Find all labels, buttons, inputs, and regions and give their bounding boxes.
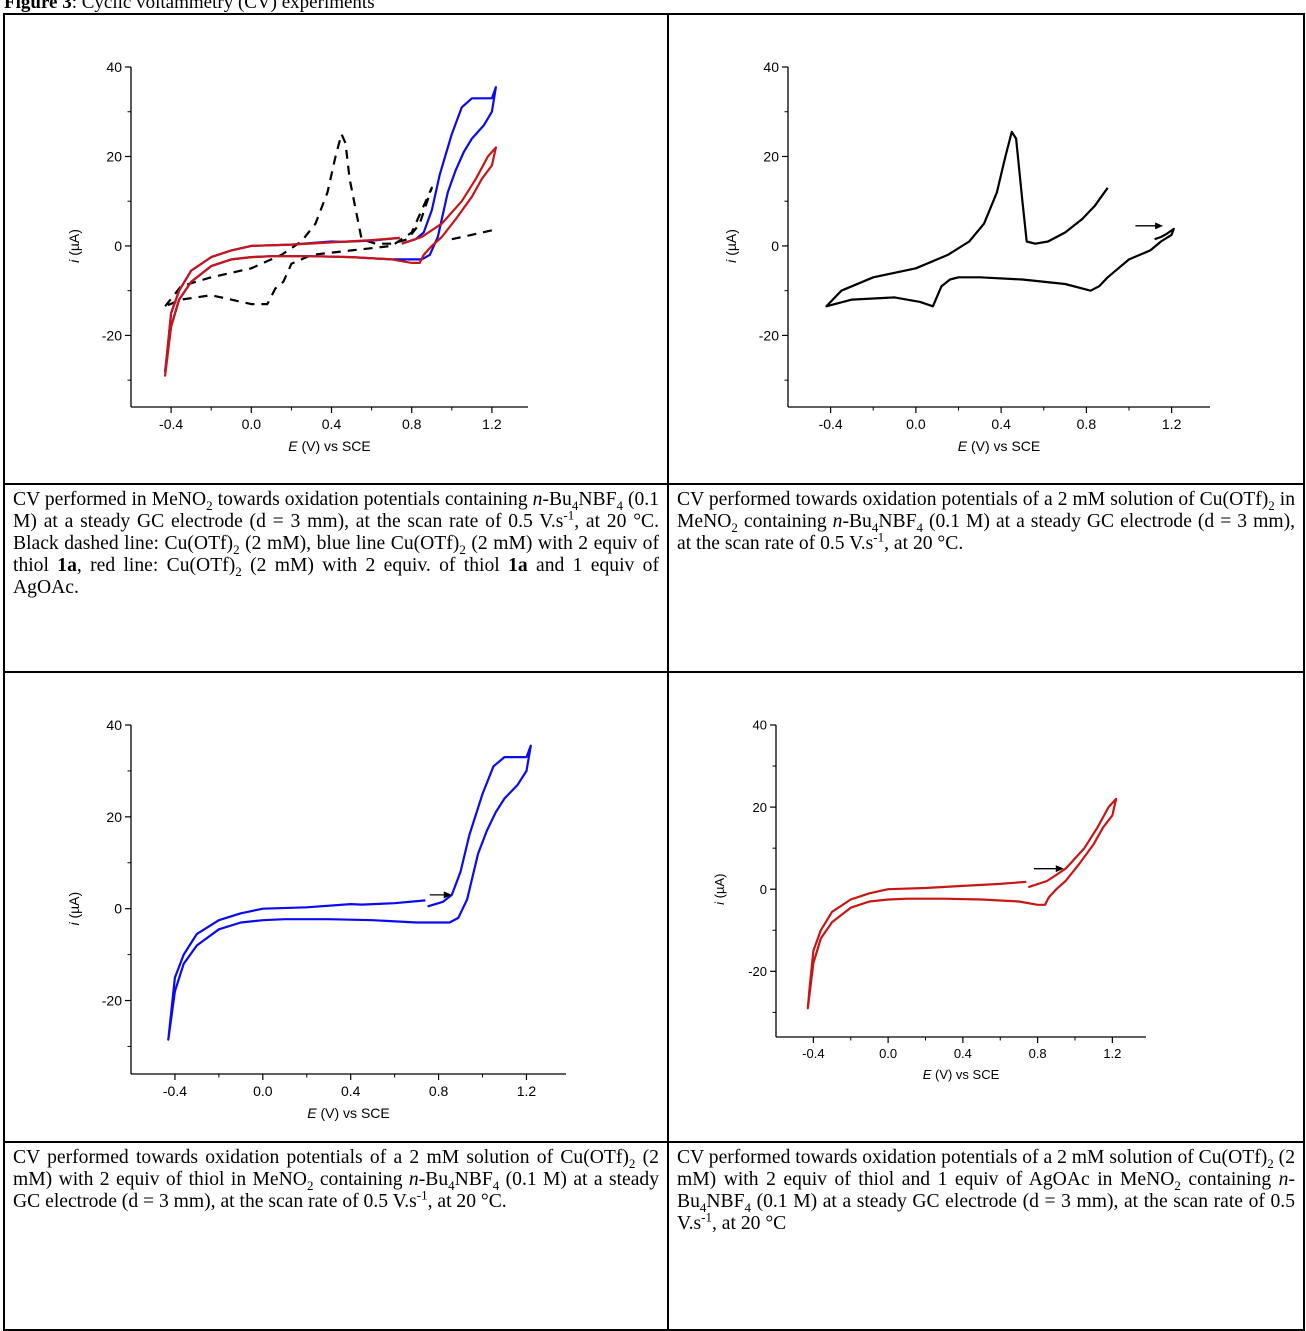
- caption-bottom-right: CV performed towards oxidation potential…: [677, 1147, 1295, 1234]
- cv-chart-thiol-agoac: -0.4 0.0 0.4 0.8 1.2 -20 0 20 40 E (V) vs SCE i (µ…: [712, 718, 1146, 1082]
- x-tick-label: 0.0: [906, 416, 926, 432]
- y-tick-label: -20: [748, 964, 767, 979]
- x-tick-label: 0.4: [954, 1046, 972, 1061]
- x-axis-label-symbol: E: [958, 438, 968, 454]
- x-tick-label: -0.4: [819, 416, 843, 432]
- series-red-line: [806, 797, 1118, 1010]
- x-axis-label-unit: (V) vs SCE: [967, 438, 1040, 454]
- y-axis-label: i (µA): [66, 892, 82, 926]
- cv-chart-thiol: -0.4 0.0 0.4 0.8 1.2 -20 0 20 40 E (V) vs SCE i (µ…: [66, 717, 566, 1121]
- y-tick-label: 40: [106, 717, 122, 733]
- x-tick-label: 0.4: [991, 416, 1011, 432]
- figure-title: Figure 3: Cyclic voltammetry (CV) experi…: [4, 0, 375, 13]
- x-axis-label: E (V) vs SCE: [288, 438, 370, 454]
- scan-arrow-head: [1055, 865, 1064, 873]
- x-tick-label: 0.0: [253, 1083, 273, 1099]
- caption-top-left: CV performed in MeNO2 towards oxidation …: [13, 489, 660, 598]
- x-tick-label: -0.4: [802, 1046, 824, 1061]
- x-tick-label: 1.2: [482, 416, 502, 432]
- figure-title-text: : Cyclic voltammetry (CV) experiments: [71, 0, 375, 13]
- y-axis-label: i (µA): [66, 229, 82, 263]
- series-black-line: [451, 229, 493, 241]
- y-axis-label-symbol: i: [66, 259, 82, 263]
- y-axis-label-symbol: i: [712, 901, 727, 905]
- y-axis-label-unit: (µA): [66, 229, 82, 260]
- caption-cell-bottom-right: CV performed towards oxidation potential…: [667, 1141, 1305, 1331]
- caption-cell-top-right: CV performed towards oxidation potential…: [667, 483, 1305, 673]
- scan-arrow-head: [443, 891, 452, 899]
- series-blue-line: [167, 744, 532, 1041]
- x-axis-label-symbol: E: [923, 1067, 932, 1082]
- x-tick-label: 1.2: [1103, 1046, 1121, 1061]
- y-tick-label: -20: [102, 327, 122, 343]
- x-tick-label: -0.4: [159, 416, 183, 432]
- y-tick-label: 0: [760, 882, 767, 897]
- x-axis-label: E (V) vs SCE: [307, 1105, 389, 1121]
- x-axis-label-unit: (V) vs SCE: [298, 438, 371, 454]
- cv-chart-combined: -0.4 0.0 0.4 0.8 1.2 -20 0 20 40 E (V) vs SCE i (µ…: [66, 59, 528, 454]
- caption-cell-bottom-left: CV performed towards oxidation potential…: [3, 1141, 669, 1331]
- x-axis-label-unit: (V) vs SCE: [317, 1105, 390, 1121]
- scan-arrow-head: [1155, 222, 1164, 230]
- x-tick-label: 0.0: [879, 1046, 897, 1061]
- caption-bottom-left: CV performed towards oxidation potential…: [13, 1147, 659, 1212]
- y-tick-label: 20: [763, 149, 779, 165]
- x-tick-label: 0.4: [322, 416, 342, 432]
- y-tick-label: 20: [106, 149, 122, 165]
- x-tick-label: 1.2: [1162, 416, 1182, 432]
- series-red-line: [164, 146, 497, 377]
- y-axis-label-symbol: i: [723, 259, 739, 263]
- caption-top-right: CV performed towards oxidation potential…: [677, 489, 1295, 554]
- y-tick-label: 40: [763, 59, 779, 75]
- y-tick-label: 20: [106, 809, 122, 825]
- series-blue-line: [164, 86, 497, 373]
- x-axis-label-symbol: E: [288, 438, 298, 454]
- x-axis-label-unit: (V) vs SCE: [931, 1067, 999, 1082]
- y-axis-label-unit: (µA): [712, 874, 727, 902]
- y-axis-label-unit: (µA): [66, 892, 82, 923]
- y-axis-label: i (µA): [712, 874, 727, 905]
- plot-cell-bottom-right: -0.4 0.0 0.4 0.8 1.2 -20 0 20 40 E (V) vs SCE i (µ…: [667, 671, 1305, 1143]
- y-tick-label: 0: [114, 238, 122, 254]
- caption-cell-top-left: CV performed in MeNO2 towards oxidation …: [3, 483, 669, 673]
- x-axis-label: E (V) vs SCE: [958, 438, 1040, 454]
- series-black-line: [825, 130, 1175, 308]
- x-axis-label: E (V) vs SCE: [923, 1067, 1000, 1082]
- y-tick-label: 20: [753, 800, 767, 815]
- figure-table: -0.4 0.0 0.4 0.8 1.2 -20 0 20 40 E (V) vs SCE i (µ…: [3, 13, 1305, 1331]
- x-axis-label-symbol: E: [307, 1105, 317, 1121]
- series-black-line: [164, 133, 433, 308]
- plot-cell-top-left: -0.4 0.0 0.4 0.8 1.2 -20 0 20 40 E (V) vs SCE i (µ…: [3, 13, 669, 485]
- y-tick-label: -20: [102, 993, 122, 1009]
- x-tick-label: 0.0: [242, 416, 262, 432]
- x-tick-label: -0.4: [163, 1083, 187, 1099]
- plot-cell-top-right: -0.4 0.0 0.4 0.8 1.2 -20 0 20 40 E (V) vs SCE i (µ…: [667, 13, 1305, 485]
- x-tick-label: 0.8: [1029, 1046, 1047, 1061]
- x-tick-label: 0.4: [341, 1083, 361, 1099]
- x-tick-label: 0.8: [429, 1083, 449, 1099]
- y-tick-label: 0: [114, 901, 122, 917]
- figure-label: Figure 3: [4, 0, 72, 13]
- x-tick-label: 0.8: [402, 416, 422, 432]
- y-tick-label: 0: [771, 238, 779, 254]
- y-tick-label: 40: [753, 718, 767, 733]
- plot-cell-bottom-left: -0.4 0.0 0.4 0.8 1.2 -20 0 20 40 E (V) vs SCE i (µ…: [3, 671, 669, 1143]
- x-tick-label: 1.2: [517, 1083, 537, 1099]
- y-tick-label: 40: [106, 59, 122, 75]
- x-tick-label: 0.8: [1077, 416, 1097, 432]
- y-axis-label: i (µA): [723, 229, 739, 263]
- y-axis-label-unit: (µA): [723, 229, 739, 260]
- cv-chart-cu-otf2: -0.4 0.0 0.4 0.8 1.2 -20 0 20 40 E (V) vs SCE i (µ…: [723, 59, 1210, 454]
- y-axis-label-symbol: i: [66, 922, 82, 926]
- y-tick-label: -20: [759, 327, 779, 343]
